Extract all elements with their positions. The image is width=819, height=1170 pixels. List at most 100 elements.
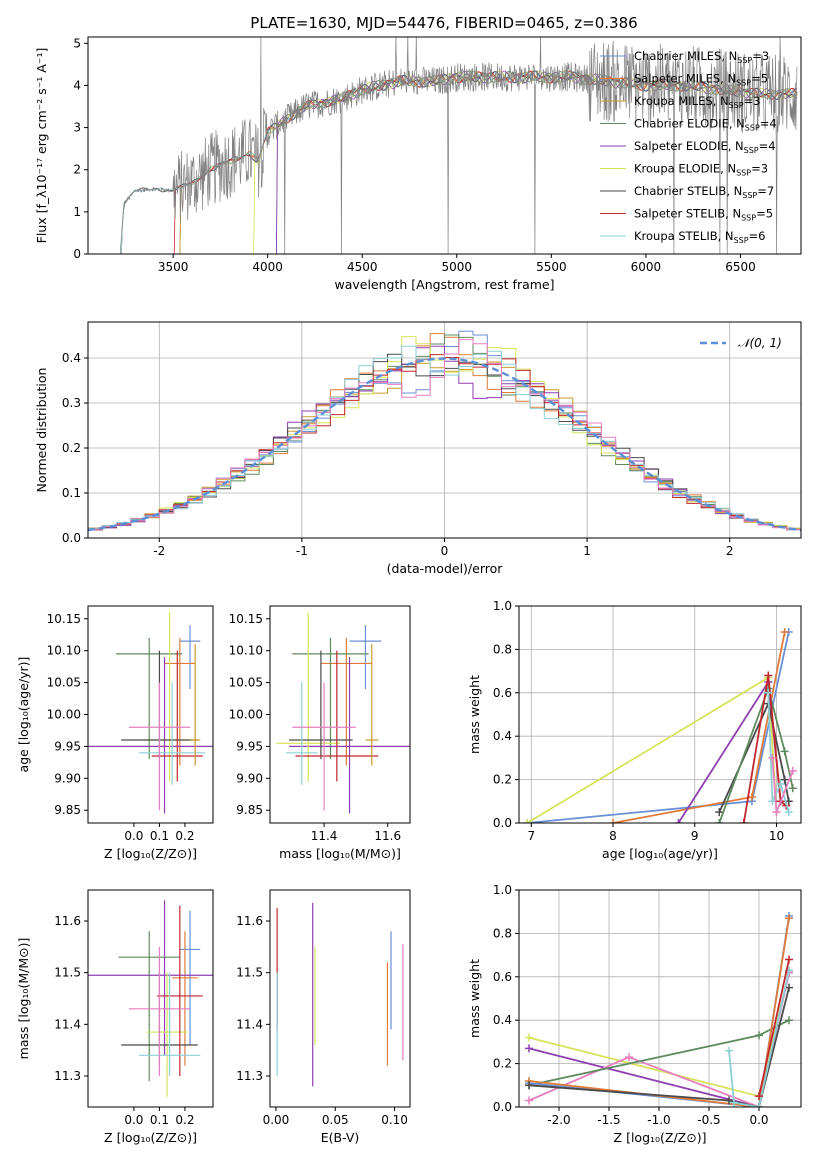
y-tick-label: 9.85 [236, 803, 263, 817]
axes-frame [269, 889, 411, 1108]
legend-nssp: =6 [749, 229, 766, 243]
weight-marker [525, 1081, 533, 1090]
x-tick-label: -1.0 [647, 1113, 670, 1127]
legend-nssp: =5 [756, 207, 773, 221]
plot-area [276, 612, 410, 814]
x-axis-label: E(B-V) [321, 1130, 360, 1145]
weight-marker [755, 1031, 763, 1040]
legend-nssp: =7 [757, 184, 774, 198]
x-tick-label: 0.2 [175, 829, 194, 843]
y-tick-label: 11.5 [54, 966, 81, 980]
x-tick-label: 11.6 [374, 829, 401, 843]
mass-vs-ebv-panel: 0.00 0.05 0.10 11.3 11.4 11.5 11.6 E(B-V) [236, 889, 411, 1145]
x-tick-label: 0.00 [263, 1113, 290, 1127]
x-tick-label: -1.5 [597, 1113, 620, 1127]
residual-panel: -2 -1 0 1 2 0.0 0.1 0.2 0.3 0.4 (data-model)/error… [34, 321, 802, 576]
spectrum-panel: 3500 4000 4500 5000 5500 6000 6500 0 1 2 3 4 5 wavele… [34, 36, 802, 292]
y-tick-label: 1.0 [493, 883, 512, 897]
y-tick-label: 0.3 [62, 396, 81, 410]
legend-nssp: =4 [760, 117, 777, 131]
x-axis-label: Z [log₁₀(Z/Z⊙)] [104, 846, 197, 861]
legend-subscript: SSP [745, 124, 760, 133]
x-tick-label: 5500 [536, 260, 567, 274]
weight-line [526, 676, 778, 823]
x-tick-label: 7 [527, 829, 535, 843]
y-tick-label: 0 [73, 247, 81, 261]
y-tick-label: 9.85 [54, 803, 81, 817]
axes-front: 3500 4000 4500 5000 5500 6000 6500 0 1 2 3 4 5 wavele… [34, 36, 802, 292]
y-tick-label: 9.95 [236, 739, 263, 753]
y-tick-label: 10.15 [229, 612, 263, 626]
y-tick-label: 3 [73, 121, 81, 135]
x-tick-label: 2 [726, 544, 734, 558]
y-axis-label: mass [log₁₀(M/M⊙)] [16, 938, 31, 1060]
axes-front: 11.4 11.6 9.85 9.90 9.95 10.00 10.05 10.10 10.15… [229, 605, 411, 861]
plot-area [88, 330, 801, 532]
legend-subscript: SSP [737, 56, 752, 65]
legend-entry: Chabrier MILES, NSSP=3 [634, 49, 769, 65]
axes-front: 0.0 0.1 0.2 11.3 11.4 11.5 11.6 Z [log₁₀(Z/Z⊙)]… [16, 889, 214, 1145]
x-tick-label: 0.1 [150, 1113, 169, 1127]
plot-area [523, 628, 797, 823]
axes-frame [518, 889, 802, 1108]
axes-front: -2 -1 0 1 2 0.0 0.1 0.2 0.3 0.4 (data-model)/error… [34, 321, 802, 576]
legend-entry: Kroupa ELODIE, NSSP=3 [634, 162, 768, 178]
weight-marker [768, 753, 777, 762]
weight-marker [674, 819, 683, 823]
y-axis-label: Normed distribution [34, 368, 49, 493]
y-tick-label: 2 [73, 163, 81, 177]
y-tick-label: 9.95 [54, 739, 81, 753]
y-tick-label: 0.4 [62, 351, 81, 365]
plot-area [88, 612, 213, 814]
plot-area [276, 902, 404, 1087]
weight-marker [772, 808, 781, 817]
axes-frame [269, 605, 411, 824]
y-tick-label: 11.3 [54, 1069, 81, 1083]
y-tick-label: 4 [73, 78, 81, 92]
legend-subscript: SSP [729, 101, 744, 110]
legend-entry: Salpeter ELODIE, NSSP=4 [634, 139, 776, 155]
weight-marker [785, 955, 793, 964]
x-tick-label: 0.0 [124, 1113, 143, 1127]
axes-front: -2.0 -1.5 -1.0 -0.5 0.0 0.0 0.2 0.4 0.6 0.8 1.0 Z [… [467, 883, 802, 1145]
age-vs-mass-panel: 11.4 11.6 9.85 9.90 9.95 10.00 10.05 10.10 10.15… [229, 605, 411, 861]
weight-marker [725, 1046, 733, 1055]
weight-marker [715, 808, 724, 817]
weight-marker [525, 1033, 533, 1042]
weight-line [728, 970, 790, 1107]
x-tick-label: -0.5 [697, 1113, 720, 1127]
x-tick-label: 0.0 [124, 829, 143, 843]
y-tick-label: 11.6 [54, 914, 81, 928]
legend-entry: Chabrier ELODIE, NSSP=4 [634, 117, 777, 133]
y-tick-label: 0.0 [493, 816, 512, 830]
y-axis-label: Flux [f_λ10⁻¹⁷ erg cm⁻² s⁻¹ A⁻¹] [34, 48, 49, 244]
weight-marker [523, 819, 532, 823]
x-tick-label: 3500 [158, 260, 189, 274]
axes-front: 0.0 0.1 0.2 9.85 9.90 9.95 10.00 10.05 10.10 10.1… [16, 605, 214, 861]
weight-marker [764, 671, 773, 680]
y-tick-label: 10.05 [229, 676, 263, 690]
weight-marker [739, 819, 748, 823]
y-tick-label: 10.00 [229, 708, 263, 722]
weight-marker [780, 628, 789, 637]
x-tick-label: 5000 [442, 260, 473, 274]
x-tick-label: 1 [583, 544, 591, 558]
weight-line [528, 918, 790, 1107]
y-tick-label: 0.2 [493, 773, 512, 787]
axes-frame [87, 605, 214, 824]
weight-marker [780, 747, 789, 756]
weight-marker [525, 1096, 533, 1105]
y-axis-label: mass weight [467, 675, 482, 754]
weight-marker [625, 1053, 633, 1062]
weight-marker [784, 808, 793, 817]
y-tick-label: 0.4 [493, 729, 512, 743]
y-tick-label: 0.6 [493, 686, 512, 700]
weight-marker [725, 1096, 733, 1105]
legend-nssp: =3 [752, 49, 769, 63]
x-tick-label: 4000 [252, 260, 283, 274]
axes-frame [87, 889, 214, 1108]
x-tick-label: 0.05 [322, 1113, 349, 1127]
legend-subscript: SSP [734, 236, 749, 245]
axes-frame [87, 36, 802, 255]
x-tick-label: 6000 [631, 260, 662, 274]
